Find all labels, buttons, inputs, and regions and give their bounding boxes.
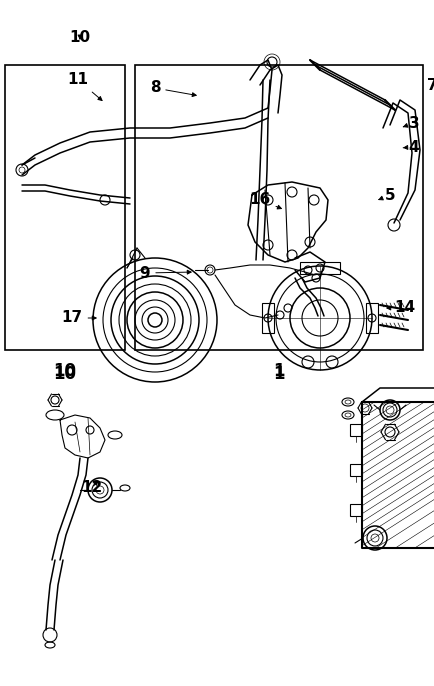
Text: 9: 9 xyxy=(140,265,191,281)
Text: 11: 11 xyxy=(68,73,102,100)
Text: 16: 16 xyxy=(250,193,281,209)
Text: 5: 5 xyxy=(379,187,395,202)
Bar xyxy=(262,303,274,333)
Bar xyxy=(350,464,362,476)
Circle shape xyxy=(148,313,162,327)
Text: 3: 3 xyxy=(403,115,419,130)
Text: 10: 10 xyxy=(69,30,91,45)
Text: 4: 4 xyxy=(403,139,419,154)
Text: 12: 12 xyxy=(82,480,102,495)
Bar xyxy=(366,303,378,333)
Bar xyxy=(135,65,423,350)
Text: 17: 17 xyxy=(62,311,96,325)
Text: 1: 1 xyxy=(273,365,285,383)
Text: 10: 10 xyxy=(53,362,76,380)
Bar xyxy=(350,424,362,436)
Text: 7: 7 xyxy=(427,78,434,93)
Text: 14: 14 xyxy=(387,300,416,316)
Bar xyxy=(300,262,340,274)
Text: 8: 8 xyxy=(150,80,196,97)
Text: 1: 1 xyxy=(273,362,285,380)
Bar xyxy=(5,65,125,350)
Text: 10: 10 xyxy=(53,365,76,383)
Bar xyxy=(350,504,362,516)
